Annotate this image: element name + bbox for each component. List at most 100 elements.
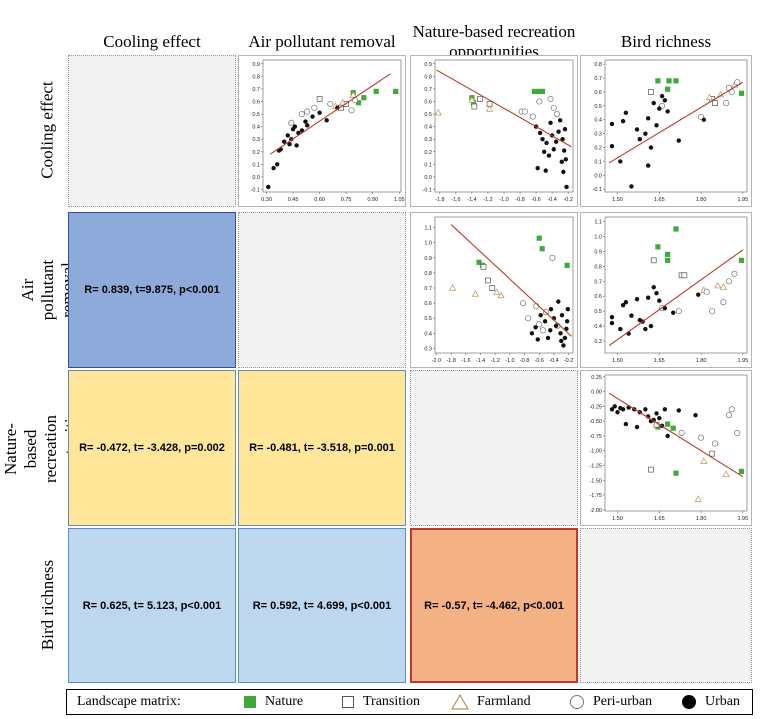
data-point-urban xyxy=(305,123,310,128)
y-tick-label: 0.2 xyxy=(252,150,260,156)
data-point-urban xyxy=(537,130,543,136)
data-point-farmland xyxy=(471,290,479,297)
trend-line xyxy=(269,73,391,155)
y-tick-label: 0.1 xyxy=(252,162,260,168)
x-tick-label: 1.80 xyxy=(696,197,707,203)
data-point-nature xyxy=(373,88,379,95)
y-tick-label: 0.3 xyxy=(594,339,602,345)
y-tick-label: -1.00 xyxy=(589,449,602,455)
scatter-air-vs-cooling: -0.1 0.0 0.1 0.2 0.3 0.4 0.5 0.6 0.7 0.8 0.9 0.30 0.… xyxy=(238,55,406,207)
data-point-farmland xyxy=(719,283,727,290)
data-point-urban xyxy=(559,313,565,318)
data-point-urban xyxy=(551,147,556,152)
data-point-urban xyxy=(623,299,629,305)
stat-cell-recreation-cooling: R= -0.472, t= -3.428, p=0.002 xyxy=(68,370,236,526)
y-tick-label: 0.0 xyxy=(424,175,432,181)
data-point-periurban xyxy=(734,79,741,86)
row-header-bird: Bird richness xyxy=(33,528,63,682)
row-header-bird-text: Bird richness xyxy=(38,559,57,651)
x-tick-label: 0.75 xyxy=(341,197,352,203)
data-point-periurban xyxy=(709,308,716,315)
y-tick-label: 0.5 xyxy=(424,112,432,118)
data-point-urban xyxy=(548,328,553,333)
legend-label-nature: Nature xyxy=(265,694,304,709)
data-point-urban xyxy=(634,296,640,302)
data-point-urban xyxy=(562,126,568,132)
data-point-nature xyxy=(564,262,570,268)
data-point-nature xyxy=(673,226,679,232)
data-point-farmland xyxy=(493,288,501,296)
legend-label-transition: Transition xyxy=(363,694,421,709)
data-point-urban xyxy=(612,404,617,409)
data-point-urban xyxy=(671,310,676,315)
data-point-urban xyxy=(274,162,280,167)
data-point-nature xyxy=(531,88,538,95)
data-point-urban xyxy=(556,129,561,134)
y-tick-label: 0.9 xyxy=(424,256,432,262)
data-point-urban xyxy=(648,145,654,150)
data-point-nature xyxy=(738,468,745,474)
y-tick-label: -2.00 xyxy=(589,508,602,514)
data-point-farmland xyxy=(694,495,702,502)
diagonal-cell-recreation xyxy=(410,370,578,526)
y-tick-label: -0.1 xyxy=(251,187,260,193)
data-point-urban xyxy=(565,306,571,312)
data-point-urban xyxy=(701,117,707,122)
data-point-periurban xyxy=(550,104,557,111)
data-point-farmland xyxy=(714,281,722,289)
x-tick-label: -1.8 xyxy=(435,197,444,203)
legend: Landscape matrix: Nature Transition Farm… xyxy=(66,689,753,715)
x-tick-label: -0.2 xyxy=(563,197,572,203)
x-tick-label: -2.0 xyxy=(432,358,441,364)
data-point-urban xyxy=(651,285,656,290)
data-point-urban xyxy=(545,335,551,341)
y-tick-label: -1.75 xyxy=(589,493,602,499)
data-point-urban xyxy=(324,118,329,123)
y-tick-label: 0.2 xyxy=(424,150,432,156)
data-point-urban xyxy=(645,116,651,121)
data-point-periurban xyxy=(725,278,732,285)
x-tick-label: -0.8 xyxy=(515,197,524,203)
diagonal-cell-bird xyxy=(580,528,752,683)
data-point-nature xyxy=(670,425,676,431)
x-tick-label: 0.90 xyxy=(367,197,378,203)
urban-circle-icon xyxy=(682,695,696,709)
x-tick-label: 1.65 xyxy=(654,197,665,203)
data-point-urban xyxy=(553,323,559,328)
data-point-periurban xyxy=(698,434,705,441)
data-point-urban xyxy=(535,337,540,342)
data-point-transition xyxy=(485,277,491,284)
x-tick-label: 1.65 xyxy=(654,516,665,522)
data-point-urban xyxy=(623,110,629,115)
data-point-nature xyxy=(535,88,542,95)
legend-item-farmland: Farmland xyxy=(451,694,531,710)
data-point-urban xyxy=(620,302,626,308)
data-point-urban xyxy=(634,127,640,132)
data-point-urban xyxy=(294,143,299,148)
y-tick-label: 0.9 xyxy=(594,249,602,255)
stat-cell-bird-air: R= 0.592, t= 4.699, p<0.001 xyxy=(238,528,406,683)
legend-item-periurban: Peri-urban xyxy=(569,694,652,710)
y-tick-label: 1.0 xyxy=(594,234,602,240)
data-point-urban xyxy=(271,165,276,171)
data-point-periurban xyxy=(734,429,741,436)
x-tick-label: -1.6 xyxy=(451,197,460,203)
col-header-bird: Bird richness xyxy=(620,32,712,51)
y-tick-label: 0.3 xyxy=(252,137,260,143)
data-point-urban xyxy=(544,140,549,146)
data-point-urban xyxy=(662,407,668,412)
data-point-urban xyxy=(643,326,648,332)
data-point-urban xyxy=(651,100,656,106)
data-point-periurban xyxy=(311,104,318,111)
plot-frame xyxy=(434,216,574,354)
scatter-recreation-vs-air-svg: 0.30.40.50.60.70.80.91.01.1-2.0 -1.8 -1.6-… xyxy=(424,216,574,364)
data-point-periurban xyxy=(529,113,536,120)
legend-label-urban: Urban xyxy=(705,694,740,709)
data-point-farmland xyxy=(722,470,730,477)
legend-title: Landscape matrix: xyxy=(77,694,181,709)
data-point-nature xyxy=(665,86,671,92)
data-point-transition xyxy=(477,96,483,102)
data-point-urban xyxy=(620,118,626,124)
data-point-periurban xyxy=(711,440,719,447)
data-point-urban xyxy=(648,323,654,329)
